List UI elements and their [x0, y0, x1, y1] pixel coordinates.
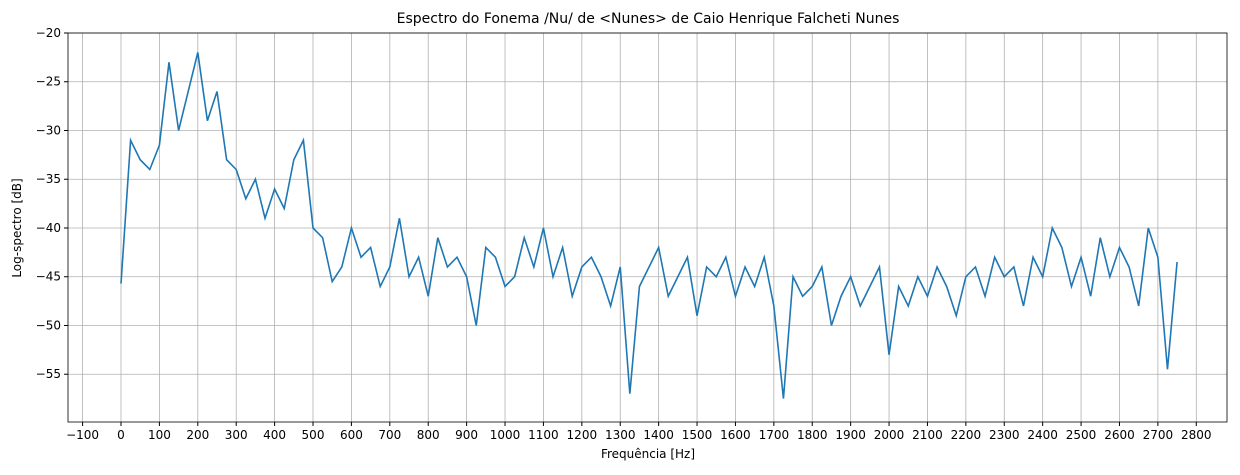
x-tick-label: 2800 — [1181, 428, 1212, 442]
x-tick-label: 700 — [378, 428, 401, 442]
x-tick-label: 300 — [225, 428, 248, 442]
x-tick-label: 400 — [263, 428, 286, 442]
x-tick-label: 1500 — [682, 428, 713, 442]
y-tick-label: −25 — [36, 75, 61, 89]
x-tick-label: 100 — [148, 428, 171, 442]
y-tick-label: −20 — [36, 26, 61, 40]
x-tick-label: 1800 — [797, 428, 828, 442]
x-tick-label: 600 — [340, 428, 363, 442]
x-tick-label: 1900 — [835, 428, 866, 442]
x-tick-label: 1000 — [490, 428, 521, 442]
x-tick-label: 2700 — [1143, 428, 1174, 442]
x-tick-label: 2300 — [989, 428, 1020, 442]
y-tick-label: −40 — [36, 221, 61, 235]
plot-frame — [67, 32, 1228, 423]
x-tick-label: 1200 — [567, 428, 598, 442]
y-axis-label: Log-spectro [dB] — [10, 178, 24, 277]
y-tick-label: −50 — [36, 318, 61, 332]
x-tick-label: 200 — [186, 428, 209, 442]
x-tick-label: 2400 — [1027, 428, 1058, 442]
x-tick-label: 1600 — [720, 428, 751, 442]
line — [120, 52, 1178, 399]
x-tick-label: −100 — [66, 428, 99, 442]
x-tick-label: 2500 — [1066, 428, 1097, 442]
chart-title: Espectro do Fonema /Nu/ de <Nunes> de Ca… — [397, 11, 900, 27]
x-tick-label: 0 — [117, 428, 125, 442]
x-tick-label: 1700 — [759, 428, 790, 442]
x-tick-label: 1100 — [528, 428, 559, 442]
x-tick-label: 500 — [302, 428, 325, 442]
x-tick-label: 1300 — [605, 428, 636, 442]
y-tick-label: −55 — [36, 367, 61, 381]
x-tick-label: 900 — [455, 428, 478, 442]
y-tick-label: −35 — [36, 172, 61, 186]
y-tick-label: −30 — [36, 123, 61, 137]
x-tick-label: 800 — [417, 428, 440, 442]
x-tick-label: 2200 — [951, 428, 982, 442]
x-tick-label: 2600 — [1104, 428, 1135, 442]
x-tick-label: 1400 — [643, 428, 674, 442]
x-axis-label: Frequência [Hz] — [601, 447, 695, 461]
x-tick-label: 2000 — [874, 428, 905, 442]
y-tick-label: −45 — [36, 270, 61, 284]
x-tick-label: 2100 — [912, 428, 943, 442]
